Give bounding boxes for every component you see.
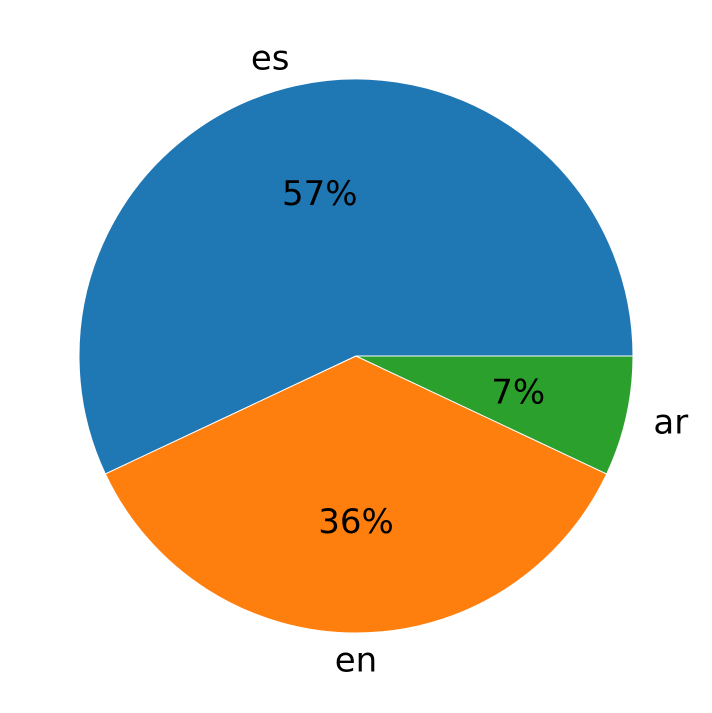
pie-labels: es 57% en 36% ar 7% <box>251 39 688 681</box>
slice-label-es: es <box>251 39 290 79</box>
slice-pct-es: 57% <box>282 174 358 214</box>
slice-label-ar: ar <box>653 402 688 442</box>
slice-label-en: en <box>335 641 377 681</box>
pie-slice-ar <box>355 355 634 475</box>
slice-pct-ar: 7% <box>491 372 545 412</box>
pie-slices <box>78 78 634 634</box>
slice-pct-en: 36% <box>318 502 394 542</box>
pie-slice-en <box>104 355 608 634</box>
pie-slice-es <box>78 78 634 475</box>
